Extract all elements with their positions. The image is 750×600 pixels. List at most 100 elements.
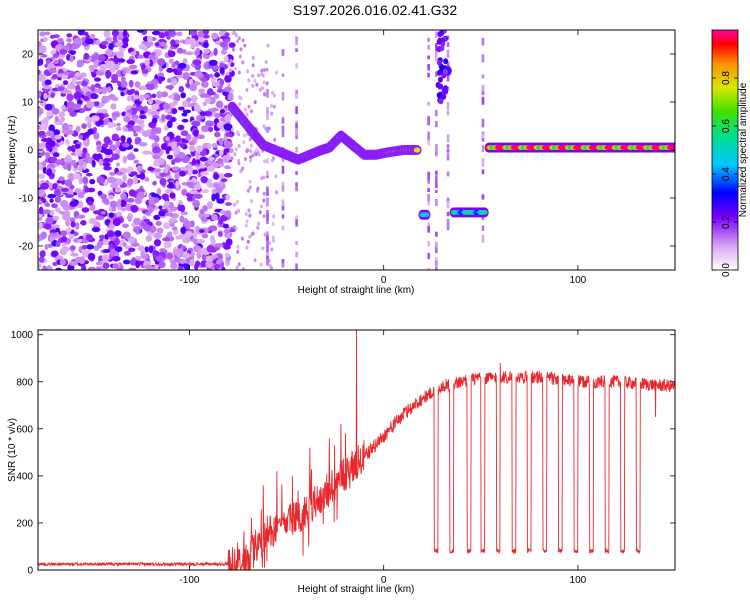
heatmap-cell: [481, 234, 485, 243]
heatmap-cell: [249, 155, 253, 160]
heatmap-cell: [114, 56, 119, 65]
heatmap-cell: [133, 159, 140, 164]
heatmap-cell: [435, 109, 438, 117]
heatmap-cell: [152, 180, 157, 186]
heatmap-cell: [208, 126, 214, 133]
heatmap-cell: [229, 68, 232, 73]
heatmap-cell: [217, 231, 223, 237]
heatmap-cell: [93, 60, 99, 69]
heatmap-cell: [248, 179, 252, 184]
heatmap-cell: [163, 240, 172, 249]
heatmap-cell: [123, 116, 131, 123]
heatmap-cell: [111, 73, 119, 82]
heatmap-cell: [128, 64, 138, 69]
heatmap-cell: [230, 89, 234, 93]
heatmap-cell: [227, 83, 231, 88]
heatmap-cell: [214, 112, 221, 119]
heatmap-cell: [236, 245, 240, 249]
heatmap-cell: [259, 262, 263, 267]
heatmap-cell: [126, 137, 132, 145]
heatmap-cell: [39, 31, 46, 37]
heatmap-cell: [112, 218, 121, 227]
heatmap-cell: [481, 84, 485, 92]
heatmap-cell: [219, 35, 228, 40]
heatmap-cell: [171, 166, 180, 172]
snr-x-tick-label: 100: [570, 575, 587, 586]
heatmap-cell: [216, 88, 224, 93]
heatmap-cell: [176, 74, 183, 79]
heatmap-cell: [218, 137, 224, 146]
heatmap-cell: [38, 130, 46, 136]
heatmap-cell: [54, 134, 62, 140]
heatmap-cell: [266, 260, 269, 266]
heatmap-cell: [110, 103, 117, 110]
heatmap-cell: [101, 40, 109, 46]
heatmap-cell: [97, 109, 103, 114]
heatmap-cell: [195, 134, 205, 140]
heatmap-cell: [148, 98, 153, 105]
heatmap-cell: [193, 193, 203, 199]
colorbar-tick-label: 0.6: [721, 119, 732, 133]
heatmap-cell: [158, 261, 166, 269]
heatmap-cell: [247, 104, 251, 109]
heatmap-cell: [437, 76, 443, 83]
heatmap-cell: [128, 247, 136, 252]
heatmap-cell: [235, 39, 239, 44]
heatmap-cell: [63, 71, 71, 76]
snr-y-tick-label: 600: [16, 424, 33, 435]
heatmap-cell: [175, 180, 180, 189]
heatmap-cell: [240, 236, 244, 241]
heatmap-cell: [87, 266, 97, 270]
heatmap-cell: [248, 213, 252, 218]
heatmap-cell: [38, 90, 42, 98]
snr-y-tick-label: 1000: [11, 330, 34, 341]
heatmap-cell: [266, 43, 270, 48]
heatmap-cell: [188, 190, 198, 195]
heatmap-cell: [274, 174, 278, 179]
colorbar-tick-label: 0.8: [721, 71, 732, 85]
heatmap-cell: [175, 135, 182, 143]
heatmap-cell: [239, 169, 243, 174]
heatmap-cell: [295, 123, 298, 129]
heatmap-cell: [96, 88, 105, 93]
heatmap-cell: [180, 211, 189, 216]
heatmap-cell: [436, 92, 442, 99]
heatmap-cell: [152, 146, 161, 154]
heatmap-cell: [102, 162, 111, 167]
heatmap-cell: [273, 137, 277, 142]
heatmap-cell: [427, 171, 430, 181]
heatmap-cell: [253, 78, 257, 83]
heatmap-cell: [109, 200, 118, 208]
heatmap-cell: [52, 261, 58, 267]
heatmap-cell: [251, 83, 255, 88]
heatmap-cell: [211, 188, 217, 195]
heatmap-cell: [176, 251, 182, 258]
heatmap-cell: [207, 143, 212, 150]
heatmap-cell: [253, 100, 257, 105]
heatmap-cell: [122, 69, 127, 75]
heatmap-cell: [260, 176, 264, 181]
heatmap-cell: [266, 158, 269, 164]
heatmap-cell: [59, 199, 69, 208]
heatmap-cell: [202, 205, 208, 212]
heatmap-cell: [188, 78, 193, 86]
heatmap-cell: [85, 101, 95, 109]
heatmap-cell: [206, 91, 216, 96]
heatmap-cell: [81, 152, 86, 159]
heatmap-cell: [271, 222, 275, 226]
heatmap-cell: [271, 158, 274, 163]
heatmap-cell: [95, 39, 101, 46]
heatmap-cell: [227, 92, 234, 101]
heatmap-cell: [183, 230, 193, 238]
heatmap-cell: [133, 148, 139, 152]
heatmap-cell: [38, 213, 43, 218]
heatmap-cell: [262, 68, 266, 72]
snr-frame: [37, 329, 676, 571]
heatmap-cell: [443, 58, 449, 65]
heatmap-cell: [219, 109, 226, 114]
heatmap-cell: [189, 145, 196, 152]
heatmap-cell: [213, 183, 221, 189]
heatmap-cell: [151, 103, 160, 111]
heatmap-cell: [81, 86, 89, 92]
